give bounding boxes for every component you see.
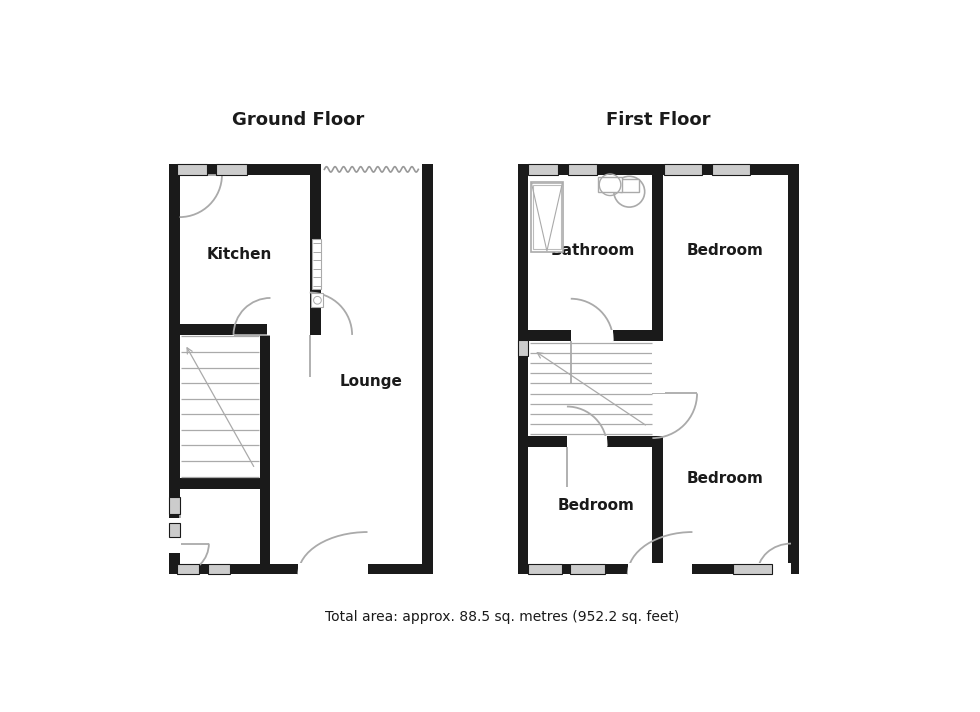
Bar <box>517 340 528 357</box>
Bar <box>177 564 199 575</box>
Bar <box>620 179 639 192</box>
Bar <box>320 164 422 174</box>
Bar <box>169 564 433 575</box>
Bar <box>788 164 799 575</box>
Bar <box>567 164 597 174</box>
Bar <box>533 185 561 249</box>
Bar <box>664 164 703 174</box>
Bar <box>216 164 247 174</box>
Text: Kitchen: Kitchen <box>206 247 271 262</box>
Bar <box>711 164 751 174</box>
Bar <box>527 564 563 575</box>
Bar <box>298 563 368 575</box>
Bar <box>177 164 207 174</box>
Bar <box>653 436 663 564</box>
Bar <box>628 563 693 575</box>
Bar <box>733 564 772 575</box>
Bar <box>169 164 179 575</box>
Bar <box>179 324 320 335</box>
Bar <box>528 330 653 341</box>
Text: Bathroom: Bathroom <box>550 244 634 258</box>
Text: Bedroom: Bedroom <box>687 471 764 486</box>
Text: Bedroom: Bedroom <box>558 498 635 513</box>
Bar <box>598 177 622 192</box>
Text: Total area: approx. 88.5 sq. metres (952.2 sq. feet): Total area: approx. 88.5 sq. metres (952… <box>325 609 679 624</box>
Bar <box>312 293 322 307</box>
Bar <box>422 164 433 575</box>
Bar <box>528 436 663 446</box>
Bar <box>517 164 528 575</box>
Bar <box>179 478 270 489</box>
Bar <box>517 564 799 575</box>
Text: Lounge: Lounge <box>340 375 403 389</box>
Bar <box>570 564 605 575</box>
Bar <box>570 330 613 341</box>
Bar <box>653 349 664 394</box>
Bar <box>169 164 433 174</box>
Text: Bedroom: Bedroom <box>687 244 764 258</box>
Bar <box>268 324 310 335</box>
Bar <box>527 164 559 174</box>
Bar <box>517 164 799 174</box>
Bar <box>169 523 179 537</box>
Bar <box>169 498 179 514</box>
Bar <box>260 335 270 478</box>
Bar <box>169 518 181 553</box>
Bar <box>310 164 320 335</box>
Text: First Floor: First Floor <box>607 111 710 129</box>
Text: Ground Floor: Ground Floor <box>232 111 365 129</box>
Bar <box>312 239 321 290</box>
Bar <box>208 564 229 575</box>
Bar <box>653 164 663 341</box>
Bar <box>260 489 270 564</box>
Bar <box>567 436 607 446</box>
Bar <box>531 182 564 252</box>
Bar <box>758 563 791 575</box>
